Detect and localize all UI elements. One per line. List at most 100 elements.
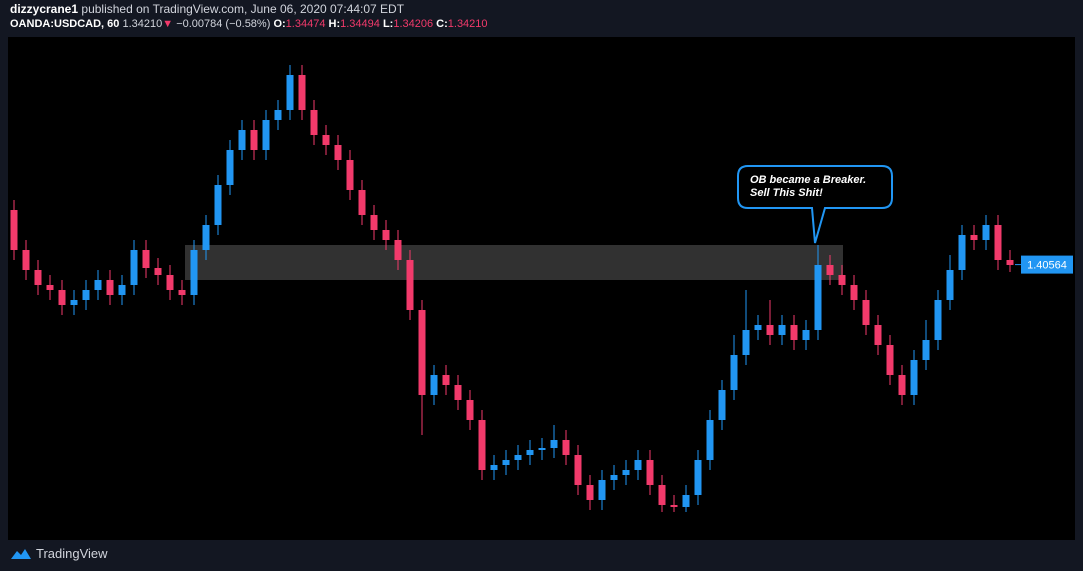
body — [814, 265, 822, 330]
body — [658, 485, 666, 505]
body — [406, 260, 414, 310]
body — [310, 110, 318, 135]
body — [454, 385, 462, 400]
body — [154, 268, 162, 275]
price-label-bg — [1021, 255, 1073, 274]
order-block-zone — [185, 245, 843, 280]
body — [442, 375, 450, 385]
body — [610, 475, 618, 480]
body — [562, 440, 570, 455]
body — [262, 120, 270, 150]
body — [934, 300, 942, 340]
body — [742, 330, 750, 355]
body — [910, 360, 918, 395]
body — [994, 225, 1002, 260]
body — [538, 448, 546, 450]
body — [370, 215, 378, 230]
body — [130, 250, 138, 285]
header-line-1: dizzycrane1 published on TradingView.com… — [10, 2, 404, 16]
body — [622, 470, 630, 475]
brand: TradingView — [36, 546, 108, 561]
arrow: ▼ — [162, 18, 174, 30]
body — [298, 75, 306, 110]
body — [766, 325, 774, 335]
body — [214, 185, 222, 225]
body — [106, 280, 114, 295]
body — [862, 300, 870, 325]
h-label: H: — [328, 18, 341, 30]
body — [970, 235, 978, 240]
body — [10, 210, 18, 250]
callout-text: Sell This Shit! — [750, 187, 823, 199]
body — [514, 455, 522, 460]
body — [874, 325, 882, 345]
body — [826, 265, 834, 275]
body — [670, 505, 678, 507]
body — [574, 455, 582, 485]
footer[interactable]: TradingView — [10, 546, 108, 561]
body — [730, 355, 738, 390]
body — [946, 270, 954, 300]
body — [238, 130, 246, 150]
body — [322, 135, 330, 145]
body — [586, 485, 594, 500]
body — [550, 440, 558, 448]
body — [502, 460, 510, 465]
body — [418, 310, 426, 395]
body — [922, 340, 930, 360]
symbol: OANDA:USDCAD, 60 — [10, 18, 120, 30]
body — [850, 285, 858, 300]
body — [70, 300, 78, 305]
body — [166, 275, 174, 290]
published: published on TradingView.com, June 06, 2… — [81, 2, 405, 16]
body — [886, 345, 894, 375]
body — [334, 145, 342, 160]
o-label: O: — [273, 18, 286, 30]
body — [754, 325, 762, 330]
body — [346, 160, 354, 190]
change: −0.00784 (−0.58%) — [176, 18, 271, 30]
body — [58, 290, 66, 305]
body — [286, 75, 294, 110]
body — [526, 450, 534, 455]
c: 1.34210 — [447, 18, 488, 30]
l-label: L: — [382, 18, 394, 30]
body — [22, 250, 30, 270]
body — [274, 110, 282, 120]
body — [898, 375, 906, 395]
body — [466, 400, 474, 420]
body — [226, 150, 234, 185]
body — [982, 225, 990, 240]
body — [94, 280, 102, 290]
callout-box — [737, 165, 893, 244]
price-label: 1.40564 — [1027, 260, 1067, 272]
body — [430, 375, 438, 395]
callout-text: OB became a Breaker. — [750, 174, 866, 186]
body — [250, 130, 258, 150]
o: 1.34474 — [285, 18, 326, 30]
body — [82, 290, 90, 300]
h: 1.34494 — [340, 18, 380, 30]
logo — [11, 548, 31, 559]
body — [802, 330, 810, 340]
body — [634, 460, 642, 470]
body — [142, 250, 150, 268]
body — [778, 325, 786, 335]
body — [646, 460, 654, 485]
c-label: C: — [436, 18, 448, 30]
body — [598, 480, 606, 500]
body — [382, 230, 390, 240]
body — [1006, 260, 1014, 265]
body — [358, 190, 366, 215]
body — [706, 420, 714, 460]
body — [478, 420, 486, 470]
last: 1.34210 — [122, 18, 163, 30]
body — [202, 225, 210, 250]
body — [34, 270, 42, 285]
body — [958, 235, 966, 270]
author[interactable]: dizzycrane1 — [10, 2, 79, 16]
body — [394, 240, 402, 260]
body — [178, 290, 186, 295]
